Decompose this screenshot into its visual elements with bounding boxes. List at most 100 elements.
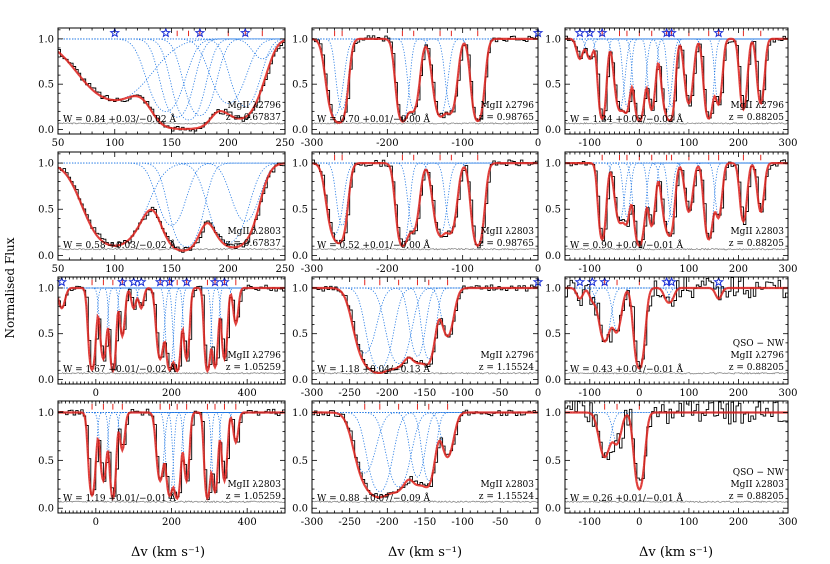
model-fit [312, 37, 538, 124]
redshift-label: z = 1.15524 [479, 363, 534, 373]
axes-frame [564, 400, 789, 514]
error-spectrum [312, 247, 538, 251]
x-tick-label: 0 [535, 388, 541, 399]
y-tick-label: 0.0 [38, 125, 54, 136]
y-tick-label: 1.0 [38, 159, 54, 170]
redshift-label: z = 0.88205 [729, 239, 784, 249]
data-spectrum [565, 401, 788, 481]
component-star [56, 276, 68, 287]
equivalent-width-label: W = 0.88 +0.07/−0.09 Å [317, 492, 430, 504]
plot-area [565, 159, 788, 251]
component-star [194, 27, 206, 38]
x-tick-label: 400 [238, 517, 257, 528]
x-tick-label: 100 [679, 264, 698, 275]
y-axis-label: Normalised Flux [3, 237, 17, 338]
x-tick-label: 0 [636, 264, 642, 275]
plot-area [58, 38, 285, 132]
y-tick-label: 1.0 [292, 408, 308, 419]
x-tick-label: 0 [636, 388, 642, 399]
x-tick-label: -50 [492, 388, 508, 399]
component-profile [312, 287, 538, 357]
y-tick-label: 0.5 [545, 205, 561, 216]
y-tick-label: 1.0 [38, 408, 54, 419]
x-tick-label: 100 [105, 264, 124, 275]
redshift-label: z = 0.88205 [729, 492, 784, 502]
component-star [109, 27, 121, 38]
component-profile [58, 287, 285, 309]
x-tick-label: -250 [338, 388, 360, 399]
redshift-label: z = 0.88205 [729, 113, 784, 123]
component-star [584, 27, 596, 38]
ion-label: MgII λ2796 [480, 351, 534, 361]
y-tick-label: 1.0 [292, 283, 308, 294]
axes-frame [564, 276, 789, 385]
component-profile [58, 162, 285, 222]
component-profile [58, 412, 285, 497]
component-profile [58, 38, 285, 108]
y-tick-label: 0.5 [545, 329, 561, 340]
x-tick-label: 200 [162, 517, 181, 528]
x-tick-label: -100 [451, 388, 473, 399]
redshift-label: z = 1.05259 [226, 492, 281, 502]
component-profile [58, 412, 285, 482]
component-star [666, 276, 677, 287]
panel-p41: 0 200 400 0.0 0.5 1.0 MgII λ2803 z = 1.05259 W =… [38, 400, 286, 528]
axes-frame [564, 27, 789, 135]
x-tick-label: 200 [729, 388, 748, 399]
y-tick-label: 0.0 [38, 251, 54, 262]
error-spectrum [565, 371, 788, 375]
x-tick-label: 200 [219, 138, 238, 149]
x-tick-label: 0 [93, 388, 99, 399]
x-tick-label: 150 [162, 264, 181, 275]
equivalent-width-label: W = 0.90 +0.01/−0.01 Å [570, 239, 683, 251]
y-tick-label: 0.0 [292, 375, 308, 386]
y-tick-label: 0.5 [38, 80, 54, 91]
x-tick-label: 100 [679, 388, 698, 399]
model-fit [58, 286, 285, 374]
x-tick-label: -250 [338, 517, 360, 528]
ion-label: MgII λ2803 [227, 480, 281, 490]
x-tick-label: -300 [301, 138, 323, 149]
redshift-label: z = 0.67837 [226, 113, 281, 123]
component-star [219, 276, 230, 287]
y-tick-label: 1.0 [545, 159, 561, 170]
x-tick-label: 300 [778, 517, 797, 528]
y-tick-label: 0.5 [292, 80, 308, 91]
x-tick-label: -300 [301, 517, 323, 528]
y-tick-label: 0.0 [292, 251, 308, 262]
x-tick-label: 0 [93, 517, 99, 528]
component-profile [312, 38, 538, 122]
y-tick-label: 0.5 [292, 456, 308, 467]
error-spectrum [312, 122, 538, 125]
x-tick-label: -100 [579, 264, 601, 275]
plot-area [58, 408, 285, 504]
equivalent-width-label: W = 0.26 +0.01/−0.01 Å [570, 492, 683, 504]
panel-p23: -100 0 100 200 300 0.0 0.5 1.0 MgII λ2803 z = 0.8… [545, 151, 798, 275]
x-tick-label: 0 [535, 517, 541, 528]
y-tick-label: 0.5 [38, 205, 54, 216]
plot-area [565, 401, 788, 504]
plot-area [312, 409, 538, 504]
ion-label: MgII λ2796 [227, 351, 281, 361]
x-tick-label: -200 [376, 388, 398, 399]
ion-label: MgII λ2796 [730, 351, 784, 361]
equivalent-width-label: W = 1.18 +0.04/−0.13 Å [317, 363, 430, 375]
component-profile [58, 412, 285, 482]
ion-label: MgII λ2803 [730, 227, 784, 237]
x-tick-label: 200 [729, 517, 748, 528]
model-fit [58, 39, 285, 131]
model-fit [312, 162, 538, 248]
component-profile [58, 287, 285, 360]
equivalent-width-label: W = 1.67 +0.01/−0.02 Å [63, 363, 176, 375]
panel-p22: -300 -200 -100 0 0.0 0.5 1.0 MgII λ2803 z = 0.98… [292, 151, 541, 275]
component-star [713, 27, 724, 38]
x-tick-label: -150 [414, 517, 436, 528]
component-star [160, 27, 172, 38]
x-tick-label: 50 [52, 264, 65, 275]
component-star [574, 27, 586, 38]
error-spectrum [565, 247, 788, 251]
error-spectrum [312, 500, 538, 504]
ion-label: MgII λ2796 [480, 101, 534, 111]
ion-label: MgII λ2796 [227, 101, 281, 111]
